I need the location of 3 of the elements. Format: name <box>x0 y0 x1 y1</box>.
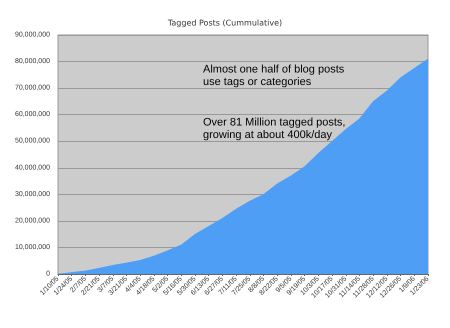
chart-title: Tagged Posts (Cummulative) <box>166 18 282 28</box>
annotation: Almost one half of blog posts use tags or categories <box>203 63 345 88</box>
annotation: Over 81 Million tagged posts, growing at about 400k/day <box>203 116 346 141</box>
